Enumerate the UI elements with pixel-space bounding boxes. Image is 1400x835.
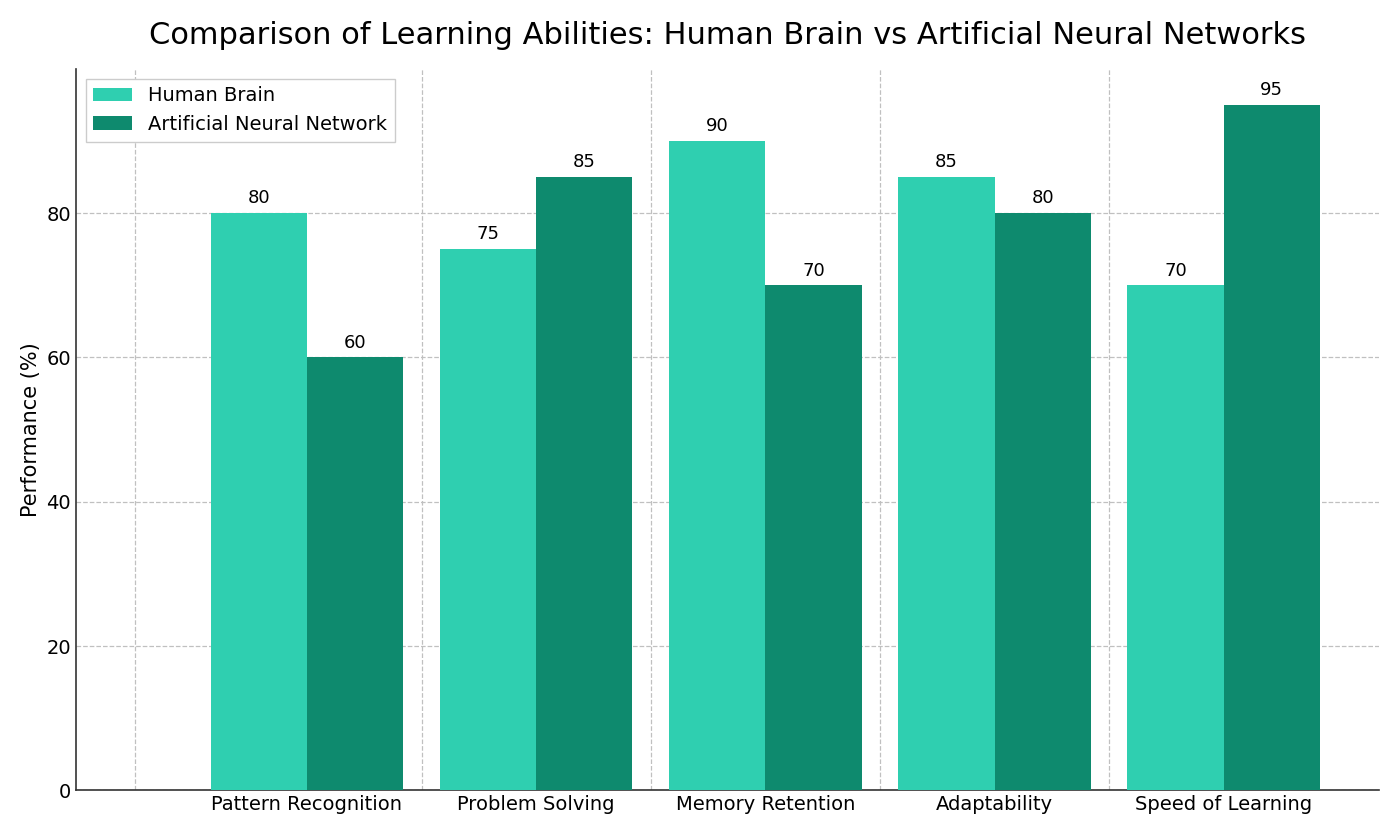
Bar: [536, 177, 633, 790]
Bar: [766, 286, 861, 790]
Text: 80: 80: [248, 190, 270, 207]
Text: 80: 80: [1032, 190, 1054, 207]
Bar: [211, 213, 307, 790]
Bar: [994, 213, 1091, 790]
Bar: [1127, 286, 1224, 790]
Text: 95: 95: [1260, 81, 1284, 99]
Legend: Human Brain, Artificial Neural Network: Human Brain, Artificial Neural Network: [85, 78, 395, 142]
Text: 70: 70: [802, 261, 825, 280]
Text: 75: 75: [476, 225, 500, 244]
Y-axis label: Performance (%): Performance (%): [21, 342, 41, 517]
Title: Comparison of Learning Abilities: Human Brain vs Artificial Neural Networks: Comparison of Learning Abilities: Human …: [148, 21, 1306, 50]
Bar: [669, 141, 766, 790]
Text: 85: 85: [573, 154, 596, 171]
Bar: [1224, 105, 1320, 790]
Text: 85: 85: [935, 154, 958, 171]
Bar: [899, 177, 994, 790]
Text: 70: 70: [1165, 261, 1187, 280]
Text: 60: 60: [344, 334, 367, 352]
Bar: [307, 357, 403, 790]
Text: 90: 90: [706, 117, 728, 135]
Bar: [440, 249, 536, 790]
